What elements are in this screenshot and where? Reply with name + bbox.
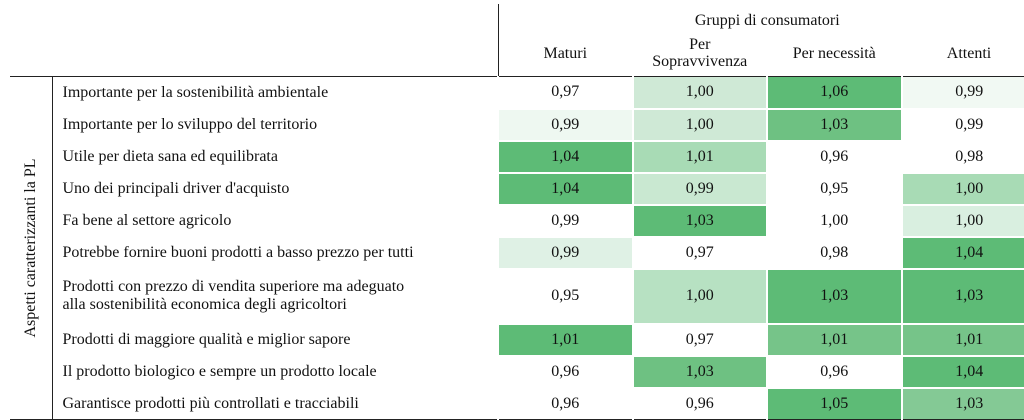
value-cell: 1,04 bbox=[902, 356, 1024, 388]
value-cell: 0,99 bbox=[498, 237, 633, 269]
row-label: Il prodotto biologico e sempre un prodot… bbox=[52, 356, 498, 388]
column-header-line: Attenti bbox=[902, 45, 1024, 62]
table-row: Potrebbe fornire buoni prodotti a basso … bbox=[10, 237, 1024, 269]
value-cell: 1,03 bbox=[902, 388, 1024, 420]
value-cell: 0,97 bbox=[633, 324, 768, 356]
header-corner bbox=[10, 4, 498, 30]
column-header: Attenti bbox=[902, 30, 1024, 77]
value-cell: 1,03 bbox=[633, 205, 768, 237]
value-cell: 1,04 bbox=[498, 173, 633, 205]
value-cell: 1,04 bbox=[498, 141, 633, 173]
row-group-label: Aspetti caratterizzanti la PL bbox=[22, 158, 40, 337]
column-group-title: Gruppi di consumatori bbox=[498, 4, 1024, 30]
value-cell: 1,01 bbox=[767, 324, 902, 356]
value-cell: 1,06 bbox=[767, 77, 902, 109]
row-label: Uno dei principali driver d'acquisto bbox=[52, 173, 498, 205]
row-label-line: Garantisce prodotti più controllati e tr… bbox=[63, 395, 498, 413]
column-header-line: Per necessità bbox=[768, 45, 902, 62]
value-cell: 1,00 bbox=[902, 173, 1024, 205]
value-cell: 1,03 bbox=[767, 109, 902, 141]
column-header-line: Maturi bbox=[499, 45, 633, 62]
value-cell: 1,01 bbox=[902, 324, 1024, 356]
row-label-line: Potrebbe fornire buoni prodotti a basso … bbox=[63, 244, 498, 262]
value-cell: 0,96 bbox=[498, 388, 633, 420]
row-label-line: Importante per lo sviluppo del territori… bbox=[63, 116, 498, 134]
table-row: Importante per lo sviluppo del territori… bbox=[10, 109, 1024, 141]
row-label: Potrebbe fornire buoni prodotti a basso … bbox=[52, 237, 498, 269]
value-cell: 1,00 bbox=[902, 205, 1024, 237]
value-cell: 0,99 bbox=[498, 109, 633, 141]
row-label: Prodotti di maggiore qualità e miglior s… bbox=[52, 324, 498, 356]
value-cell: 0,99 bbox=[902, 109, 1024, 141]
value-cell: 0,95 bbox=[498, 269, 633, 324]
row-label-line: Utile per dieta sana ed equilibrata bbox=[63, 148, 498, 166]
table-row: Garantisce prodotti più controllati e tr… bbox=[10, 388, 1024, 420]
column-header-line: Sopravvivenza bbox=[633, 53, 767, 70]
value-cell: 1,03 bbox=[633, 356, 768, 388]
value-cell: 0,99 bbox=[633, 173, 768, 205]
value-cell: 1,00 bbox=[633, 109, 768, 141]
row-label-line: Uno dei principali driver d'acquisto bbox=[63, 180, 498, 198]
value-cell: 1,03 bbox=[767, 269, 902, 324]
value-cell: 1,04 bbox=[902, 237, 1024, 269]
value-cell: 1,05 bbox=[767, 388, 902, 420]
table-row: Il prodotto biologico e sempre un prodot… bbox=[10, 356, 1024, 388]
value-cell: 0,96 bbox=[633, 388, 768, 420]
value-cell: 0,98 bbox=[767, 237, 902, 269]
row-label: Garantisce prodotti più controllati e tr… bbox=[52, 388, 498, 420]
value-cell: 1,01 bbox=[498, 324, 633, 356]
row-label: Prodotti con prezzo di vendita superiore… bbox=[52, 269, 498, 324]
row-group-label-cell: Aspetti caratterizzanti la PL bbox=[10, 77, 52, 420]
value-cell: 0,96 bbox=[767, 356, 902, 388]
row-label: Importante per lo sviluppo del territori… bbox=[52, 109, 498, 141]
column-header: Per necessità bbox=[767, 30, 902, 77]
row-label-line: Fa bene al settore agricolo bbox=[63, 212, 498, 230]
row-label-line: Il prodotto biologico e sempre un prodot… bbox=[63, 363, 498, 381]
value-cell: 0,99 bbox=[498, 205, 633, 237]
value-cell: 0,96 bbox=[498, 356, 633, 388]
column-header: Maturi bbox=[498, 30, 633, 77]
table-row: Prodotti con prezzo di vendita superiore… bbox=[10, 269, 1024, 324]
row-label: Importante per la sostenibilità ambienta… bbox=[52, 77, 498, 109]
value-cell: 1,00 bbox=[633, 77, 768, 109]
row-label: Fa bene al settore agricolo bbox=[52, 205, 498, 237]
value-cell: 0,95 bbox=[767, 173, 902, 205]
value-cell: 0,97 bbox=[633, 237, 768, 269]
row-label-line: Prodotti con prezzo di vendita superiore… bbox=[63, 278, 498, 296]
value-cell: 1,03 bbox=[902, 269, 1024, 324]
column-header-line: Per bbox=[633, 36, 767, 53]
row-label: Utile per dieta sana ed equilibrata bbox=[52, 141, 498, 173]
row-label-line: alla sostenibilità economica degli agric… bbox=[63, 296, 498, 314]
value-cell: 0,98 bbox=[902, 141, 1024, 173]
value-cell: 1,00 bbox=[767, 205, 902, 237]
value-cell: 1,00 bbox=[633, 269, 768, 324]
value-cell: 1,01 bbox=[633, 141, 768, 173]
value-cell: 0,97 bbox=[498, 77, 633, 109]
value-cell: 0,96 bbox=[767, 141, 902, 173]
row-label-line: Prodotti di maggiore qualità e miglior s… bbox=[63, 331, 498, 349]
header-corner-2 bbox=[10, 30, 498, 77]
row-label-line: Importante per la sostenibilità ambienta… bbox=[63, 84, 498, 102]
header-row-group: Gruppi di consumatori bbox=[10, 4, 1024, 30]
table-row: Prodotti di maggiore qualità e miglior s… bbox=[10, 324, 1024, 356]
value-cell: 0,99 bbox=[902, 77, 1024, 109]
